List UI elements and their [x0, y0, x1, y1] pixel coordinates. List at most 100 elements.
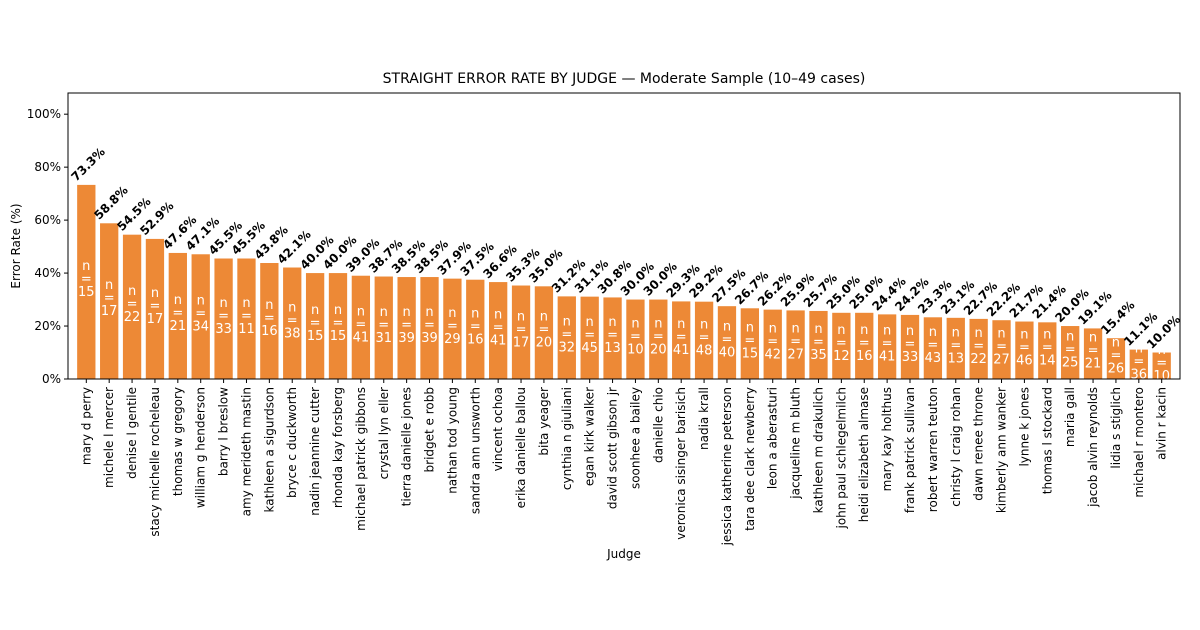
- x-tick-label: jacob alvin reynolds: [1086, 387, 1100, 508]
- x-tick-label: erika danielle ballou: [514, 387, 528, 508]
- x-tick-label: leon a aberasturi: [766, 387, 780, 489]
- sample-size-label: n = 10: [1153, 343, 1170, 384]
- x-tick-label: bridget e robb: [423, 387, 437, 472]
- bar: [443, 278, 462, 379]
- sample-size-label: n = 27: [787, 322, 804, 363]
- x-tick-label: john paul schlegelmilch: [834, 387, 848, 530]
- sample-size-label: n = 15: [742, 321, 759, 362]
- sample-size-label: n = 42: [764, 321, 781, 362]
- axes-group: mary d perry michele l mercer denise l gen…: [27, 92, 1181, 546]
- x-axis-title: Judge: [606, 547, 641, 561]
- bar: [900, 314, 920, 379]
- x-tick-label: stacy michelle rocheleau: [148, 387, 162, 537]
- bar: [489, 282, 508, 379]
- bar: [534, 286, 554, 379]
- x-tick-label: nadia krall: [697, 387, 711, 450]
- bar: [122, 234, 142, 379]
- bar: [740, 308, 759, 379]
- x-tick-label: vincent ochoa: [491, 387, 505, 471]
- bar: [1083, 328, 1103, 379]
- sample-size-label: n = 39: [421, 305, 438, 346]
- x-tick-label: tierra danielle jones: [400, 387, 414, 506]
- x-tick-label: heidi elizabeth almase: [857, 387, 871, 522]
- x-tick-label: robert warren teuton: [926, 387, 940, 512]
- sample-size-label: n = 15: [330, 303, 347, 344]
- sample-size-label: n = 15: [78, 259, 95, 300]
- sample-size-label: n = 38: [284, 300, 301, 341]
- sample-size-label: n = 17: [513, 309, 530, 350]
- y-tick-label: 0%: [42, 372, 61, 386]
- sample-size-label: n = 39: [398, 305, 415, 346]
- sample-size-label: n = 16: [467, 306, 484, 347]
- sample-size-label: n = 41: [353, 304, 370, 345]
- bar: [1106, 338, 1126, 379]
- sample-size-label: n = 12: [833, 323, 850, 364]
- x-tick-label: lidia s stiglich: [1109, 387, 1123, 469]
- bar: [168, 252, 187, 379]
- sample-size-label: n = 20: [536, 310, 553, 351]
- sample-size-label: n = 35: [810, 322, 827, 363]
- bar: [649, 299, 668, 379]
- sample-size-label: n = 20: [650, 316, 667, 357]
- sample-size-label: n = 43: [925, 325, 942, 366]
- x-tick-label: amy merideth mastin: [239, 387, 253, 516]
- sample-size-label: n = 14: [1039, 328, 1056, 369]
- x-tick-label: david scott gibson jr: [606, 387, 620, 509]
- bar: [1129, 349, 1148, 379]
- y-tick-label: 80%: [34, 160, 61, 174]
- x-tick-label: mary d perry: [79, 387, 93, 465]
- x-tick-label: maria gall: [1063, 387, 1077, 447]
- value-label: 73.3%: [69, 145, 108, 184]
- x-tick-label: mary kay holthus: [880, 387, 894, 491]
- sample-size-label: n = 11: [238, 296, 255, 337]
- bar: [763, 309, 782, 379]
- bar: [626, 299, 645, 379]
- x-tick-label: nathan tod young: [445, 387, 459, 494]
- bar: [77, 184, 96, 379]
- bar: [283, 267, 302, 379]
- x-tick-label: christy l craig rohan: [949, 387, 963, 507]
- x-tick-label: tara dee clark newberry: [743, 387, 757, 531]
- x-tick-label: bryce c duckworth: [285, 387, 299, 498]
- bar: [511, 285, 531, 379]
- x-tick-label: frank patrick sullivan: [903, 387, 917, 513]
- sample-size-label: n = 10: [627, 316, 644, 357]
- x-tick-label: thomas w gregory: [171, 387, 185, 496]
- sample-size-label: n = 41: [673, 317, 690, 358]
- bar: [374, 276, 393, 379]
- bar: [1152, 352, 1171, 379]
- sample-size-label: n = 16: [261, 298, 278, 339]
- x-tick-label: rhonda kay forsberg: [331, 387, 345, 508]
- bar: [191, 254, 210, 379]
- sample-size-label: n = 21: [170, 293, 187, 334]
- x-tick-label: dawn renee throne: [972, 387, 986, 501]
- y-tick-label: 20%: [34, 319, 61, 333]
- x-tick-label: kathleen m drakulich: [811, 387, 825, 513]
- x-tick-label: denise l gentile: [125, 387, 139, 479]
- x-tick-label: michael r montero: [1132, 387, 1146, 498]
- x-tick-label: sandra ann unsworth: [468, 387, 482, 514]
- bar: [992, 320, 1011, 379]
- sample-size-label: n = 29: [444, 306, 461, 347]
- sample-size-label: n = 17: [147, 286, 164, 327]
- sample-size-label: n = 33: [215, 296, 232, 337]
- bar: [580, 296, 599, 379]
- x-tick-label: michael patrick gibbons: [354, 387, 368, 531]
- chart-title: STRAIGHT ERROR RATE BY JUDGE — Moderate …: [383, 71, 866, 87]
- sample-size-label: n = 22: [124, 284, 141, 325]
- bar: [420, 277, 439, 379]
- bar: [877, 314, 897, 379]
- bar: [1038, 322, 1057, 379]
- sample-size-label: n = 48: [696, 317, 713, 358]
- bar: [351, 275, 371, 379]
- bar: [946, 317, 965, 379]
- sample-size-label: n = 34: [192, 294, 209, 335]
- x-tick-label: barry l breslow: [217, 387, 231, 476]
- sample-size-label: n = 46: [1016, 327, 1033, 368]
- x-tick-label: jacqueline m bluth: [789, 387, 803, 500]
- bar: [557, 296, 576, 379]
- x-tick-label: crystal lyn eller: [377, 387, 391, 479]
- y-tick-label: 100%: [27, 107, 61, 121]
